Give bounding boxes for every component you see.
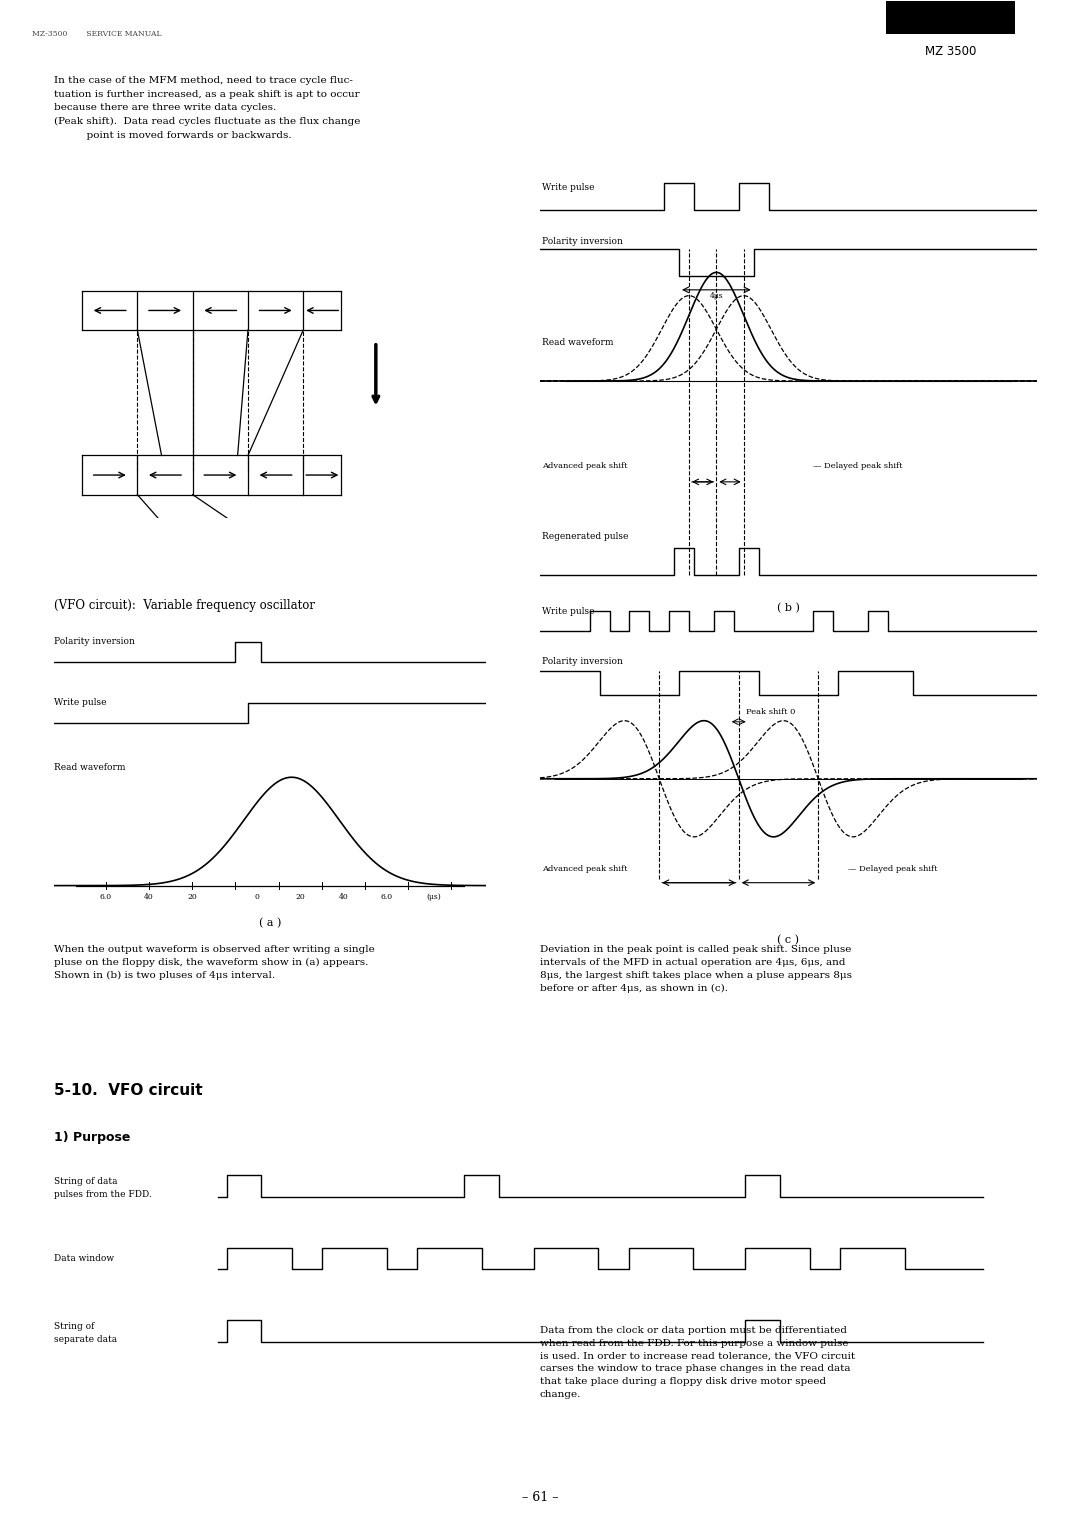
Text: 20: 20: [295, 893, 306, 901]
Text: ( c ): ( c ): [778, 934, 799, 945]
Text: Data from the clock or data portion must be differentiated
when read from the FD: Data from the clock or data portion must…: [540, 1326, 855, 1399]
Text: Read waveform: Read waveform: [542, 338, 615, 346]
Text: Polarity inversion: Polarity inversion: [542, 657, 623, 666]
Text: pulses from the FDD.: pulses from the FDD.: [54, 1190, 152, 1199]
Text: 4μs: 4μs: [710, 291, 724, 300]
Text: String of: String of: [54, 1323, 94, 1332]
Text: MZ 3500: MZ 3500: [924, 46, 976, 58]
Text: Polarity inversion: Polarity inversion: [54, 637, 135, 646]
Text: In the case of the MFM method, need to trace cycle fluc-
tuation is further incr: In the case of the MFM method, need to t…: [54, 76, 361, 140]
Text: — Delayed peak shift: — Delayed peak shift: [848, 866, 937, 873]
Text: 6.0: 6.0: [99, 893, 112, 901]
Text: 6.0: 6.0: [380, 893, 393, 901]
Text: Regenerated pulse: Regenerated pulse: [542, 532, 629, 541]
Text: ( b ): ( b ): [777, 604, 800, 614]
Text: When the output waveform is observed after writing a single
pluse on the floppy : When the output waveform is observed aft…: [54, 945, 375, 980]
Text: 40: 40: [338, 893, 349, 901]
Text: Write pulse: Write pulse: [542, 183, 595, 192]
Text: Data window: Data window: [54, 1254, 114, 1263]
Text: Write pulse: Write pulse: [54, 698, 107, 707]
Text: — Delayed peak shift: — Delayed peak shift: [813, 462, 903, 471]
Text: 40: 40: [144, 893, 154, 901]
Text: (VFO circuit):  Variable frequency oscillator: (VFO circuit): Variable frequency oscill…: [54, 599, 315, 613]
Text: ( a ): ( a ): [259, 919, 281, 928]
Text: – 61 –: – 61 –: [522, 1490, 558, 1504]
Text: 5-10.  VFO circuit: 5-10. VFO circuit: [54, 1082, 203, 1097]
Text: Write pulse: Write pulse: [542, 607, 595, 616]
Text: 20: 20: [187, 893, 198, 901]
Text: separate data: separate data: [54, 1335, 117, 1344]
Text: Advanced peak shift: Advanced peak shift: [542, 866, 627, 873]
Text: MZ-3500        SERVICE MANUAL: MZ-3500 SERVICE MANUAL: [32, 30, 162, 38]
Text: Deviation in the peak point is called peak shift. Since pluse
intervals of the M: Deviation in the peak point is called pe…: [540, 945, 852, 992]
Text: Polarity inversion: Polarity inversion: [542, 236, 623, 245]
Text: Advanced peak shift: Advanced peak shift: [542, 462, 627, 471]
Bar: [886, 2, 1015, 34]
Text: 0: 0: [255, 893, 259, 901]
Text: Read waveform: Read waveform: [54, 762, 125, 771]
Text: (μs): (μs): [427, 893, 442, 901]
Text: 1) Purpose: 1) Purpose: [54, 1131, 131, 1145]
Text: Peak shift 0: Peak shift 0: [746, 707, 796, 716]
Text: String of data: String of data: [54, 1177, 118, 1186]
